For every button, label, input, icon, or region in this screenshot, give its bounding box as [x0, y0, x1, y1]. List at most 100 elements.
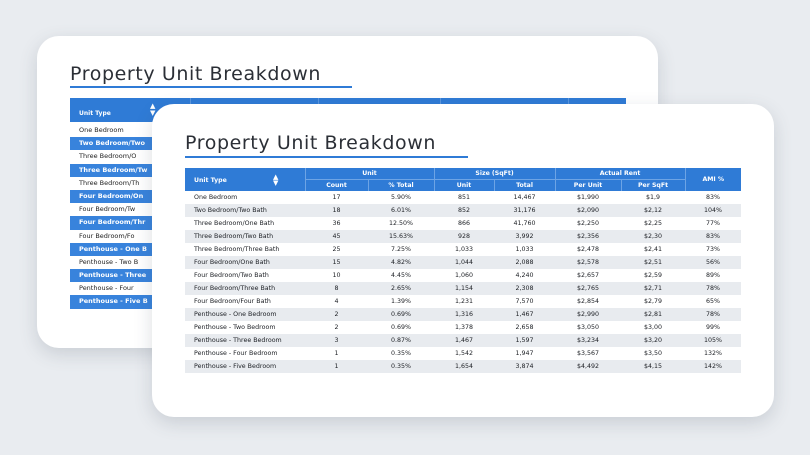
- size-total-cell: 7,570: [515, 298, 534, 305]
- per-unit-column-header[interactable]: Per Unit: [554, 179, 622, 191]
- unit-type-cell: Penthouse - Three Bedroom: [185, 334, 305, 347]
- table-row[interactable]: Three Bedroom/Three Bath 25 7.25% 1,033 1,03…: [185, 243, 741, 256]
- ami-column-header[interactable]: AMI %: [684, 168, 742, 191]
- size-total-cell: 2,308: [494, 282, 556, 295]
- size-total-cell: 1,947: [515, 350, 534, 357]
- unit-type-cell: Two Bedroom/Two Bath: [185, 204, 305, 217]
- size-unit-column-header[interactable]: Unit: [433, 179, 495, 191]
- pct-total-cell: 5.90%: [391, 194, 412, 201]
- unit-type-cell: Four Bedroom/One Bath: [185, 256, 305, 269]
- title-underline: [70, 86, 352, 88]
- per-unit-cell: $2,250: [577, 220, 600, 227]
- count-cell: 4: [334, 298, 339, 305]
- size-total-cell: 3,874: [494, 360, 556, 373]
- pct-total-column-header[interactable]: % Total: [367, 179, 435, 191]
- per-sqft-cell: $2,71: [621, 282, 686, 295]
- count-cell: 3: [305, 334, 368, 347]
- count-cell: 2: [305, 308, 368, 321]
- table-row[interactable]: One Bedroom 17 5.90% 851 14,467 $1,990 $1,9 83%: [185, 191, 741, 204]
- per-unit-cell: $2,578: [555, 256, 622, 269]
- unit-type-cell: Four Bedroom/Two Bath: [194, 272, 269, 279]
- table-row[interactable]: Four Bedroom/One Bath 15 4.82% 1,044 2,088 $2…: [185, 256, 742, 269]
- count-cell: 15: [305, 256, 368, 269]
- table-row[interactable]: Three Bedroom/One Bath 36 12.50% 866 41,760 $…: [185, 217, 741, 230]
- table-row[interactable]: Two Bedroom/Two Bath 18 6.01% 852 31,176 $2,0…: [185, 204, 742, 217]
- count-cell: 8: [305, 282, 368, 295]
- ami-cell: 99%: [706, 324, 721, 331]
- size-total-cell: 2,088: [494, 256, 556, 269]
- per-sqft-cell: $2,79: [644, 298, 663, 305]
- size-group-header: Size (SqFt): [433, 168, 556, 180]
- size-total-cell: 4,240: [515, 272, 534, 279]
- ami-cell: 78%: [685, 308, 742, 321]
- size-unit-cell: 1,154: [434, 282, 495, 295]
- per-sqft-cell: $2,30: [621, 230, 686, 243]
- title-underline: [185, 156, 468, 158]
- pct-total-cell: 0.69%: [391, 324, 412, 331]
- back-card-title: Property Unit Breakdown: [70, 63, 321, 85]
- ami-cell: 132%: [704, 350, 723, 357]
- back-table-row: Three Bedroom/Th: [79, 178, 140, 187]
- ami-cell: 104%: [685, 204, 742, 217]
- pct-total-cell: 12.50%: [389, 220, 414, 227]
- table-row[interactable]: Four Bedroom/Two Bath 10 4.45% 1,060 4,240 $2…: [185, 269, 741, 282]
- ami-cell: 83%: [685, 230, 742, 243]
- back-table-row: Penthouse - Two B: [79, 257, 139, 266]
- count-cell: 18: [305, 204, 368, 217]
- size-total-cell: 41,760: [513, 220, 536, 227]
- size-total-column-header[interactable]: Total: [493, 179, 556, 191]
- unit-type-cell: Penthouse - Four Bedroom: [194, 350, 278, 357]
- per-sqft-cell: $2,59: [644, 272, 663, 279]
- per-sqft-cell: $3,50: [644, 350, 663, 357]
- sort-arrows-icon[interactable]: ▲ ▼: [150, 102, 156, 117]
- per-unit-cell: $3,567: [577, 350, 600, 357]
- page-title: Property Unit Breakdown: [185, 132, 436, 154]
- table-row[interactable]: Penthouse - One Bedroom 2 0.69% 1,316 1,467 $…: [185, 308, 742, 321]
- unit-type-cell: Penthouse - Two Bedroom: [194, 324, 276, 331]
- unit-type-cell: Three Bedroom/One Bath: [194, 220, 275, 227]
- size-unit-cell: 1,316: [434, 308, 495, 321]
- unit-type-cell: Penthouse - One Bedroom: [185, 308, 305, 321]
- ami-cell: 78%: [685, 282, 742, 295]
- size-unit-cell: 928: [434, 230, 495, 243]
- count-column-header[interactable]: Count: [304, 179, 368, 191]
- per-unit-cell: $2,657: [577, 272, 600, 279]
- per-sqft-cell: $2,41: [644, 246, 663, 253]
- pct-total-cell: 1.39%: [391, 298, 412, 305]
- per-unit-cell: $3,234: [555, 334, 622, 347]
- pct-total-cell: 6.01%: [368, 204, 435, 217]
- table-row[interactable]: Penthouse - Four Bedroom 1 0.35% 1,542 1,947…: [185, 347, 741, 360]
- per-unit-cell: $2,854: [577, 298, 600, 305]
- per-unit-cell: $3,050: [577, 324, 600, 331]
- table-row[interactable]: Penthouse - Two Bedroom 2 0.69% 1,378 2,658 $…: [185, 321, 741, 334]
- per-unit-cell: $2,765: [555, 282, 622, 295]
- table-row[interactable]: Penthouse - Five Bedroom 1 0.35% 1,654 3,874…: [185, 360, 742, 373]
- per-sqft-cell: $2,12: [621, 204, 686, 217]
- count-cell: 45: [305, 230, 368, 243]
- size-unit-cell: 1,060: [455, 272, 474, 279]
- per-sqft-cell: $3,20: [621, 334, 686, 347]
- per-sqft-cell: $2,25: [644, 220, 663, 227]
- unit-type-label: Unit Type: [194, 176, 227, 184]
- size-total-cell: 3,992: [494, 230, 556, 243]
- unit-type-column-header[interactable]: Unit Type ▲ ▼: [185, 168, 305, 191]
- ami-cell: 77%: [706, 220, 721, 227]
- ami-cell: 89%: [706, 272, 721, 279]
- table-row[interactable]: Four Bedroom/Three Bath 8 2.65% 1,154 2,308 $…: [185, 282, 742, 295]
- per-unit-cell: $1,990: [577, 194, 600, 201]
- table-row[interactable]: Penthouse - Three Bedroom 3 0.87% 1,467 1,59…: [185, 334, 742, 347]
- size-total-cell: 31,176: [494, 204, 556, 217]
- table-row[interactable]: Three Bedroom/Two Bath 45 15.63% 928 3,992 $2…: [185, 230, 742, 243]
- table-row[interactable]: Four Bedroom/Four Bath 4 1.39% 1,231 7,570 $2…: [185, 295, 741, 308]
- back-table-row: Penthouse - Four: [79, 284, 134, 293]
- count-cell: 17: [332, 194, 341, 201]
- unit-type-cell: Four Bedroom/Three Bath: [185, 282, 305, 295]
- count-cell: 1: [305, 360, 368, 373]
- unit-type-cell: Penthouse - Five Bedroom: [185, 360, 305, 373]
- sort-arrows-icon[interactable]: ▲ ▼: [272, 172, 279, 187]
- table-body: One Bedroom 17 5.90% 851 14,467 $1,990 $1,9 83%…: [185, 191, 742, 373]
- size-unit-cell: 852: [434, 204, 495, 217]
- per-sqft-column-header[interactable]: Per SqFt: [620, 179, 686, 191]
- ami-cell: 105%: [685, 334, 742, 347]
- per-sqft-cell: $1,9: [646, 194, 661, 201]
